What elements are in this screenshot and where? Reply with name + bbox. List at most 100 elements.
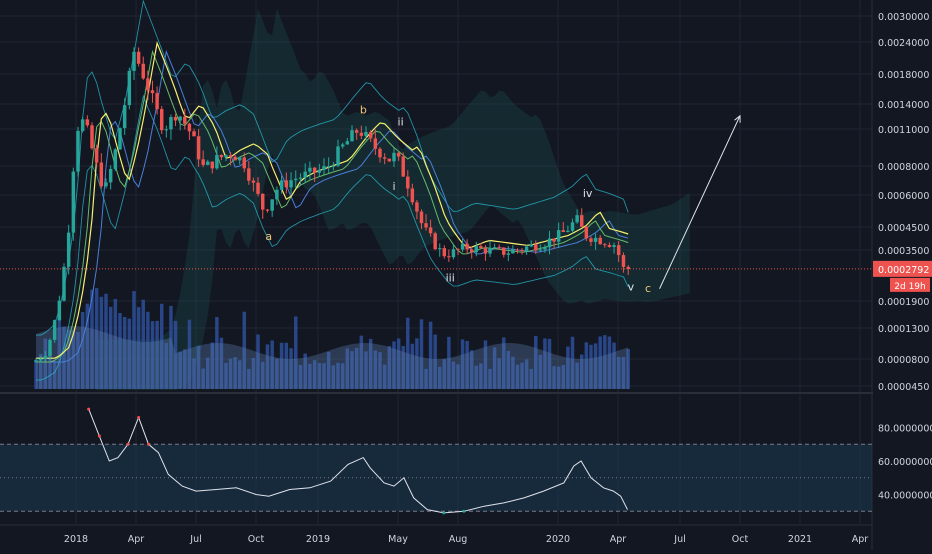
candle-body[interactable]	[192, 131, 196, 137]
candle-body[interactable]	[534, 244, 538, 251]
candle-body[interactable]	[331, 165, 336, 167]
candle-body[interactable]	[345, 141, 350, 145]
candle-body[interactable]	[279, 180, 284, 190]
candle-body[interactable]	[104, 182, 108, 187]
candle-body[interactable]	[589, 238, 593, 242]
candle-body[interactable]	[593, 237, 598, 242]
candle-body[interactable]	[62, 266, 66, 301]
candle-body[interactable]	[34, 360, 38, 363]
candle-body[interactable]	[626, 266, 630, 269]
candle-body[interactable]	[183, 116, 187, 124]
candle-body[interactable]	[317, 169, 322, 173]
candle-body[interactable]	[284, 180, 289, 188]
candle-body[interactable]	[561, 230, 566, 232]
candle-body[interactable]	[451, 249, 456, 258]
candle-body[interactable]	[113, 149, 118, 169]
rsi-line[interactable]	[88, 408, 628, 514]
candle-body[interactable]	[378, 148, 382, 158]
candle-body[interactable]	[38, 358, 43, 361]
candle-body[interactable]	[566, 230, 570, 232]
candle-body[interactable]	[603, 244, 607, 246]
candle-body[interactable]	[340, 144, 345, 147]
candle-body[interactable]	[460, 243, 465, 250]
candle-body[interactable]	[438, 248, 442, 250]
candle-body[interactable]	[76, 130, 80, 172]
candle-body[interactable]	[415, 202, 419, 212]
candle-body[interactable]	[382, 157, 387, 159]
candle-body[interactable]	[159, 109, 164, 131]
candle-body[interactable]	[52, 320, 57, 340]
candle-body[interactable]	[424, 223, 428, 228]
candle-body[interactable]	[364, 131, 368, 136]
candle-body[interactable]	[616, 245, 621, 256]
candle-body[interactable]	[48, 339, 52, 356]
candle-body[interactable]	[497, 247, 501, 249]
candle-body[interactable]	[368, 131, 373, 139]
candle-body[interactable]	[210, 161, 215, 169]
candle-body[interactable]	[538, 249, 543, 251]
candle-body[interactable]	[57, 300, 62, 321]
candle-body[interactable]	[529, 244, 533, 247]
candle-body[interactable]	[90, 125, 94, 149]
candle-body[interactable]	[146, 78, 150, 91]
candle-body[interactable]	[354, 130, 359, 133]
candle-body[interactable]	[598, 237, 602, 245]
candle-body[interactable]	[155, 93, 159, 110]
candle-body[interactable]	[206, 161, 210, 165]
candle-body[interactable]	[474, 246, 479, 253]
candle-body[interactable]	[71, 171, 76, 233]
candle-body[interactable]	[169, 117, 173, 130]
candle-body[interactable]	[515, 249, 520, 251]
candle-body[interactable]	[469, 249, 474, 253]
candle-body[interactable]	[419, 211, 424, 224]
candle-body[interactable]	[524, 246, 529, 251]
candle-body[interactable]	[173, 117, 178, 121]
candle-body[interactable]	[178, 116, 182, 121]
candle-body[interactable]	[228, 155, 233, 157]
candle-body[interactable]	[127, 70, 132, 106]
candle-body[interactable]	[308, 167, 312, 172]
candle-body[interactable]	[359, 132, 364, 136]
candle-body[interactable]	[164, 129, 169, 131]
candle-body[interactable]	[242, 157, 246, 169]
candle-body[interactable]	[215, 154, 219, 169]
candle-body[interactable]	[506, 253, 511, 255]
candle-body[interactable]	[552, 238, 556, 242]
candlesticks[interactable]	[34, 47, 630, 363]
candle-body[interactable]	[584, 226, 589, 239]
candle-body[interactable]	[150, 90, 155, 94]
candle-body[interactable]	[465, 243, 469, 250]
candle-body[interactable]	[322, 166, 326, 170]
candle-body[interactable]	[350, 130, 354, 142]
candle-body[interactable]	[136, 51, 141, 64]
candle-body[interactable]	[502, 247, 506, 255]
candle-body[interactable]	[607, 245, 612, 247]
candle-body[interactable]	[265, 209, 270, 211]
candle-body[interactable]	[187, 123, 192, 132]
candle-body[interactable]	[575, 215, 579, 223]
candle-body[interactable]	[326, 166, 331, 168]
candle-body[interactable]	[294, 178, 298, 181]
candle-body[interactable]	[488, 247, 492, 254]
candle-body[interactable]	[201, 159, 205, 165]
candle-body[interactable]	[94, 148, 99, 163]
candle-body[interactable]	[570, 222, 575, 231]
candle-body[interactable]	[312, 167, 317, 173]
candle-body[interactable]	[447, 256, 451, 258]
candle-body[interactable]	[410, 188, 415, 203]
candle-body[interactable]	[456, 249, 460, 251]
candle-body[interactable]	[141, 63, 145, 79]
candle-body[interactable]	[336, 146, 340, 166]
candle-body[interactable]	[433, 233, 437, 250]
candle-body[interactable]	[392, 152, 396, 162]
candle-body[interactable]	[511, 249, 515, 254]
candle-body[interactable]	[303, 171, 307, 178]
candle-body[interactable]	[122, 105, 127, 129]
candle-body[interactable]	[621, 255, 626, 267]
candle-body[interactable]	[373, 138, 378, 149]
candle-body[interactable]	[479, 246, 483, 249]
candle-body[interactable]	[261, 193, 265, 210]
candle-body[interactable]	[99, 162, 104, 187]
candle-body[interactable]	[108, 168, 113, 183]
